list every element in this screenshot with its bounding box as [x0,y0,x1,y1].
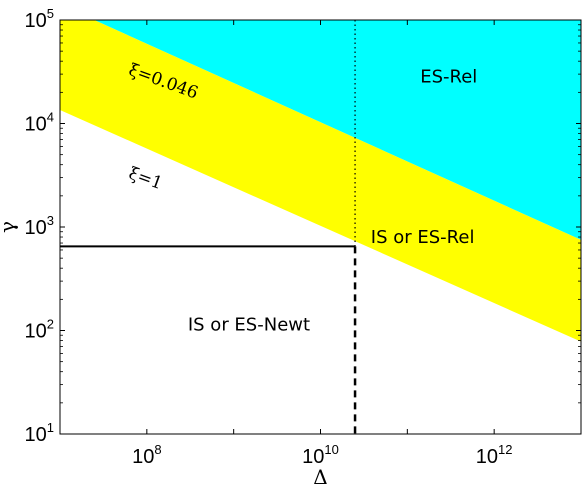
y-tick-label: 103 [25,213,54,239]
y-tick-base: 10 [25,217,47,239]
x-tick-label: 108 [132,442,161,468]
band-is-or-es-rel [60,20,581,342]
x-tick-base: 10 [302,446,324,468]
y-tick-base: 10 [25,114,47,136]
y-tick-base: 10 [25,321,47,343]
x-tick-label: 1012 [476,442,513,468]
region-label: IS or ES-Rel [371,227,475,248]
y-tick-label: 105 [25,6,54,32]
region-label: IS or ES-Newt [188,315,310,336]
x-tick-label: 1010 [302,442,339,468]
x-tick-base: 10 [476,446,498,468]
y-tick-exponent: 2 [47,317,54,332]
y-tick-label: 101 [25,420,54,446]
x-tick-base: 10 [132,446,154,468]
region-label: ES-Rel [420,66,477,87]
y-tick-exponent: 1 [47,420,54,435]
y-tick-exponent: 5 [47,6,54,21]
y-axis-label: γ [0,221,19,233]
boundary-lines-layer [60,20,357,434]
xi-line-label: ξ=1 [126,164,165,195]
x-tick-exponent: 8 [154,442,161,457]
ticks-layer [59,19,582,435]
band-es-rel [60,20,581,240]
y-tick-exponent: 4 [47,110,54,125]
x-tick-exponent: 10 [324,442,338,457]
y-tick-label: 104 [25,110,54,136]
y-tick-base: 10 [25,10,47,32]
x-tick-exponent: 12 [498,442,512,457]
y-tick-base: 10 [25,424,47,446]
bands-layer [60,20,581,342]
y-tick-label: 102 [25,317,54,343]
y-tick-exponent: 3 [47,213,54,228]
x-axis-label: Δ [313,465,327,488]
